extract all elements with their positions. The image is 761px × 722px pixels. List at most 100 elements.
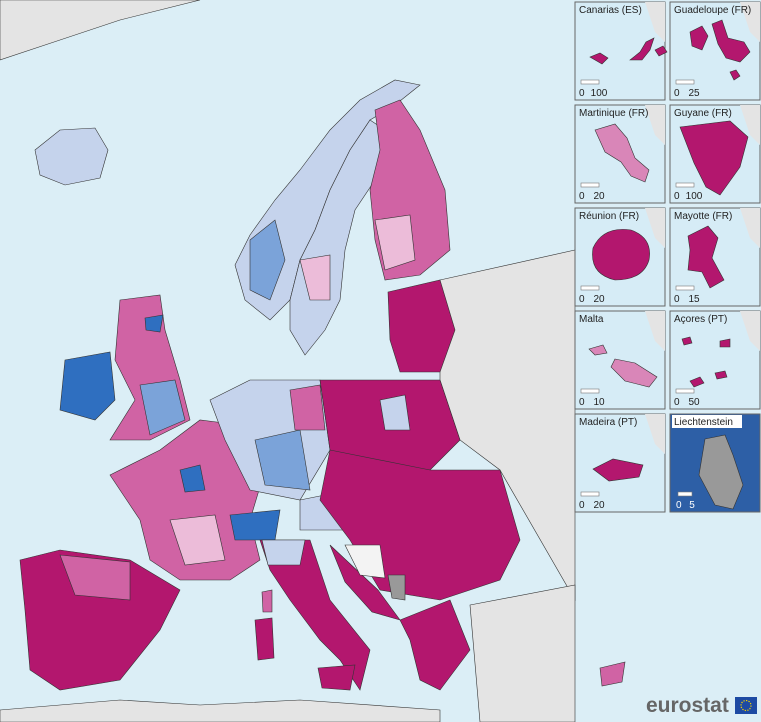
scale-label: 20 xyxy=(593,294,605,305)
scale-bar xyxy=(677,491,693,497)
scale-label: 0 xyxy=(674,397,680,408)
land-context xyxy=(740,105,760,145)
eu-stars xyxy=(740,699,752,712)
inset-label: Madeira (PT) xyxy=(579,417,637,428)
north-africa xyxy=(0,699,441,722)
scale-bar xyxy=(580,285,600,291)
inset-label: Liechtenstein xyxy=(674,417,733,428)
inset-label: Canarias (ES) xyxy=(579,5,642,16)
corsica xyxy=(261,589,273,613)
scale-label: 0 xyxy=(676,500,682,511)
scale-label: 100 xyxy=(591,88,608,99)
scale-label: 0 xyxy=(579,191,585,202)
inset-label: Malta xyxy=(579,314,604,325)
region-shape xyxy=(592,229,650,281)
cyprus xyxy=(599,661,626,687)
scale-label: 0 xyxy=(674,88,680,99)
inset-label: Mayotte (FR) xyxy=(674,211,732,222)
iberia-region xyxy=(59,554,131,601)
scale-label: 25 xyxy=(688,88,700,99)
uk-region xyxy=(139,379,186,436)
scale-label: 0 xyxy=(579,500,585,511)
greece xyxy=(399,599,471,691)
finland-region xyxy=(374,214,416,271)
scale-label: 10 xyxy=(593,397,605,408)
ireland xyxy=(59,351,116,421)
land-context xyxy=(740,311,760,351)
scale-label: 100 xyxy=(686,191,703,202)
scale-label: 0 xyxy=(674,294,680,305)
kosovo-albania xyxy=(387,574,406,601)
inset: Réunion (FR) 0 20 xyxy=(574,207,666,307)
region-shape xyxy=(594,123,650,183)
region-shape xyxy=(588,344,658,388)
scale-bar xyxy=(580,182,600,188)
inset: Açores (PT) 0 50 xyxy=(669,310,761,410)
switzerland xyxy=(229,509,281,541)
sicily xyxy=(317,664,356,691)
uk-region xyxy=(144,314,164,333)
scale-bar xyxy=(675,79,695,85)
land-context xyxy=(645,105,665,145)
scale-label: 20 xyxy=(593,191,605,202)
scale-label: 0 xyxy=(579,294,585,305)
scale-label: 0 xyxy=(579,88,585,99)
main-map xyxy=(0,0,626,722)
iberia xyxy=(19,549,181,691)
land-context xyxy=(645,2,665,42)
scale-label: 5 xyxy=(689,500,695,511)
region-shape xyxy=(679,120,749,196)
scale-label: 15 xyxy=(688,294,700,305)
region-shape xyxy=(592,458,644,482)
france-region xyxy=(169,514,226,566)
inset: Guadeloupe (FR) 0 25 xyxy=(669,1,761,101)
greenland xyxy=(0,0,201,61)
scale-label: 20 xyxy=(593,500,605,511)
land-context xyxy=(645,208,665,248)
germany-region xyxy=(254,429,311,491)
inset-label: Guyane (FR) xyxy=(674,108,732,119)
sardinia xyxy=(254,617,275,661)
land-context xyxy=(645,311,665,351)
logo-text: eurostat xyxy=(646,694,729,717)
land-context xyxy=(645,414,665,454)
scale-bar xyxy=(580,79,600,85)
region-shape xyxy=(689,19,751,81)
land-context xyxy=(740,208,760,248)
eu-flag xyxy=(735,697,757,714)
scale-bar xyxy=(580,491,600,497)
norway-region xyxy=(249,219,286,301)
non-eu-land xyxy=(469,584,576,722)
inset-label: Guadeloupe (FR) xyxy=(674,5,751,16)
inset: Liechtenstein 0 5 xyxy=(669,413,761,513)
region-shape xyxy=(681,336,731,388)
inset: Madeira (PT) 0 20 xyxy=(574,413,666,513)
region-shape xyxy=(698,434,744,510)
label-box xyxy=(672,415,742,428)
inset-label: Açores (PT) xyxy=(674,314,727,325)
inset: Malta 0 10 xyxy=(574,310,666,410)
scale-bar xyxy=(675,388,695,394)
inset: Guyane (FR) 0 100 xyxy=(669,104,761,204)
inset-label: Réunion (FR) xyxy=(579,211,639,222)
region-shape xyxy=(687,225,725,289)
bosnia xyxy=(344,544,386,579)
iceland xyxy=(34,127,109,186)
italy-north xyxy=(261,539,306,566)
inset: Mayotte (FR) 0 15 xyxy=(669,207,761,307)
germany-region xyxy=(289,384,326,431)
inset: Canarias (ES) 0 100 xyxy=(574,1,668,101)
scale-bar xyxy=(675,285,695,291)
inset-label: Martinique (FR) xyxy=(579,108,648,119)
scale-label: 0 xyxy=(674,191,680,202)
croatia xyxy=(329,544,401,621)
sweden-region xyxy=(299,254,331,301)
land-context xyxy=(740,2,760,42)
scale-label: 0 xyxy=(579,397,585,408)
scale-label: 50 xyxy=(688,397,700,408)
baltics xyxy=(387,279,456,373)
inset: Martinique (FR) 0 20 xyxy=(574,104,666,204)
scale-bar xyxy=(580,388,600,394)
